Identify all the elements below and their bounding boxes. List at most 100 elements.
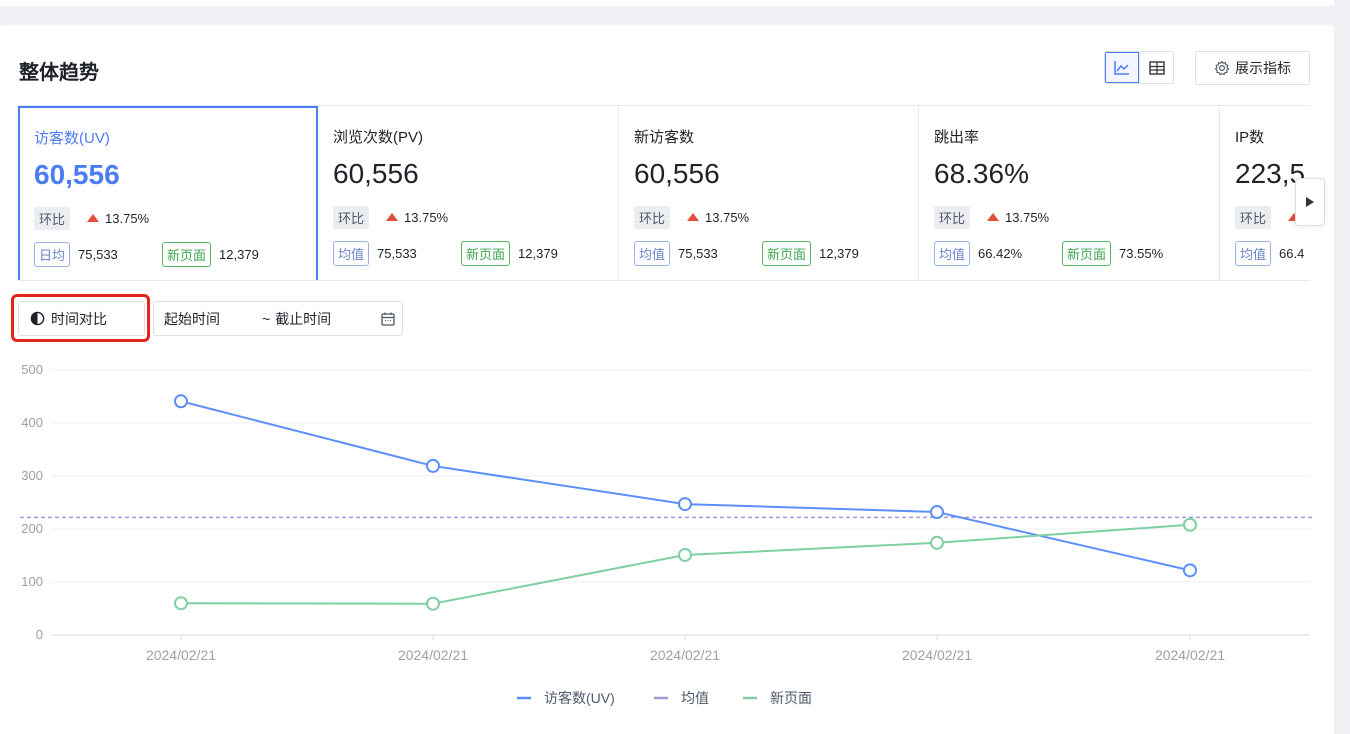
start-time-input[interactable]: 起始时间 <box>164 310 220 327</box>
view-toggle <box>1104 51 1174 84</box>
half-circle-icon <box>30 311 45 326</box>
kpi-card-uv[interactable]: 访客数(UV) 60,556 环比 13.75% 日均 75,533 新页面 1… <box>18 106 318 280</box>
kpi-change: 环比 13.75% <box>333 205 618 229</box>
avg-value: 75,533 <box>678 245 718 261</box>
avg-tag: 均值 <box>1235 240 1272 266</box>
end-time-input[interactable]: 截止时间 <box>275 310 332 327</box>
series-line-uv <box>180 400 1191 572</box>
gear-icon <box>1214 60 1230 76</box>
show-metrics-label: 展示指标 <box>1235 60 1291 76</box>
data-point <box>1183 517 1197 532</box>
y-tick-label: 300 <box>21 468 43 483</box>
show-metrics-button[interactable]: 展示指标 <box>1195 51 1310 85</box>
time-compare-label: 时间对比 <box>51 310 107 327</box>
date-range-picker: 起始时间 ~ 截止时间 <box>153 301 403 336</box>
kpi-footer: 均值 75,533 新页面 12,379 <box>634 240 918 266</box>
y-tick-label: 100 <box>21 574 43 589</box>
change-tag: 环比 <box>634 205 671 229</box>
x-tick-label: 2024/02/21 <box>902 647 972 663</box>
legend-label: 新页面 <box>770 690 812 706</box>
change-value: 13.75% <box>105 210 150 226</box>
kpi-label: 新访客数 <box>634 129 695 146</box>
legend-label: 访客数(UV) <box>544 690 615 706</box>
change-value: 13.75% <box>404 209 449 225</box>
data-point <box>1183 563 1197 578</box>
kpi-card-new-visitors[interactable]: 新访客数 60,556 环比 13.75% 均值 75,533 新页面 12,3… <box>619 106 919 280</box>
chevron-right-icon <box>1306 197 1314 207</box>
data-point <box>426 458 440 473</box>
kpi-label: 访客数(UV) <box>34 130 110 147</box>
new-page-tag: 新页面 <box>762 240 812 266</box>
kpi-label: 跳出率 <box>934 129 980 146</box>
range-separator: ~ <box>262 310 271 327</box>
kpi-change: 环比 13.75% <box>634 205 918 229</box>
y-tick-label: 400 <box>21 415 43 430</box>
change-tag: 环比 <box>1235 205 1272 229</box>
time-compare-button[interactable]: 时间对比 <box>18 301 145 336</box>
change-tag: 环比 <box>934 205 971 229</box>
y-tick-label: 200 <box>21 521 43 536</box>
top-panel-edge <box>0 0 1334 6</box>
x-tick-label: 2024/02/21 <box>146 647 216 663</box>
series-line-new-page <box>180 523 1191 605</box>
kpi-card-pv[interactable]: 浏览次数(PV) 60,556 环比 13.75% 均值 75,533 新页面 … <box>318 106 619 280</box>
page-scrollbar[interactable] <box>1338 25 1350 734</box>
kpi-value: 223,5 <box>1235 158 1306 189</box>
data-point <box>678 497 692 512</box>
up-arrow-icon <box>1288 213 1301 221</box>
avg-tag: 均值 <box>634 240 671 266</box>
kpi-card-bounce-rate[interactable]: 跳出率 68.36% 环比 13.75% 均值 66.42% 新页面 73.55… <box>919 106 1220 280</box>
line-chart-view-button[interactable] <box>1105 52 1139 83</box>
data-point <box>930 505 944 520</box>
new-page-value: 12,379 <box>819 245 859 261</box>
legend-label: 均值 <box>681 690 709 706</box>
new-page-value: 12,379 <box>518 245 558 261</box>
data-point <box>174 596 188 611</box>
avg-tag: 均值 <box>333 240 370 266</box>
data-point <box>930 535 944 550</box>
avg-tag: 日均 <box>34 241 71 267</box>
table-view-button[interactable] <box>1139 52 1173 83</box>
data-point <box>678 547 692 562</box>
avg-value: 66.42% <box>978 245 1023 261</box>
new-page-value: 73.55% <box>1119 245 1164 261</box>
line-chart-icon <box>1114 60 1129 75</box>
new-page-value: 12,379 <box>219 246 259 262</box>
avg-value: 75,533 <box>78 246 118 262</box>
kpi-next-button[interactable] <box>1295 178 1325 226</box>
trend-line-chart: 0 100 200 300 400 500 2024/02/21 2024/02/21 2024… <box>20 362 1314 706</box>
kpi-value: 60,556 <box>34 159 120 190</box>
kpi-change: 环比 13.75% <box>34 206 316 230</box>
y-tick-label: 500 <box>21 362 43 377</box>
kpi-value: 60,556 <box>634 158 720 189</box>
new-page-tag: 新页面 <box>461 240 511 266</box>
x-tick-label: 2024/02/21 <box>1155 647 1225 663</box>
up-arrow-icon <box>687 213 700 221</box>
data-point <box>426 596 440 611</box>
up-arrow-icon <box>987 213 1000 221</box>
up-arrow-icon <box>386 213 399 221</box>
kpi-footer: 日均 75,533 新页面 12,379 <box>34 241 316 267</box>
kpi-value: 68.36% <box>934 158 1029 189</box>
change-tag: 环比 <box>333 205 370 229</box>
kpi-card-ip[interactable]: IP数 223,5 环比 均值 66.4 <box>1220 106 1310 280</box>
avg-value: 75,533 <box>377 245 417 261</box>
avg-tag: 均值 <box>934 240 971 266</box>
x-tick-label: 2024/02/21 <box>398 647 468 663</box>
change-value: 13.75% <box>1005 209 1050 225</box>
kpi-change: 环比 13.75% <box>934 205 1219 229</box>
x-tick-label: 2024/02/21 <box>650 647 720 663</box>
calendar-icon[interactable] <box>380 311 396 327</box>
kpi-change: 环比 <box>1235 205 1310 229</box>
kpi-footer: 均值 66.4 <box>1235 240 1310 266</box>
new-page-tag: 新页面 <box>1062 240 1112 266</box>
new-page-tag: 新页面 <box>162 241 212 267</box>
kpi-footer: 均值 66.42% 新页面 73.55% <box>934 240 1219 266</box>
data-point <box>174 394 188 409</box>
avg-value: 66.4 <box>1279 245 1305 261</box>
kpi-footer: 均值 75,533 新页面 12,379 <box>333 240 618 266</box>
kpi-value: 60,556 <box>333 158 419 189</box>
kpi-label: IP数 <box>1235 129 1265 146</box>
kpi-label: 浏览次数(PV) <box>333 129 424 146</box>
section-title: 整体趋势 <box>19 62 99 84</box>
